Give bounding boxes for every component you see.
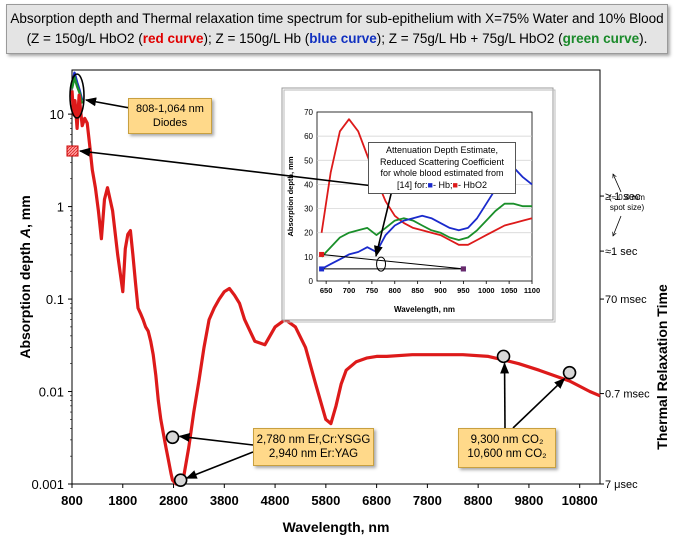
chart-title-line2: (Z = 150g/L HbO2 (red curve); Z = 150g/L… — [7, 29, 667, 49]
inset-note-ref: [14] for: — [397, 179, 428, 190]
co2-9300-marker — [496, 349, 511, 364]
inset-note-line4: [14] for:■- Hb;■- HbO2 — [369, 180, 515, 192]
spot-size-arrow — [613, 215, 622, 236]
er-laser-callout: 2,780 nm Er,Cr:YSGG 2,940 nm Er:YAG — [253, 428, 374, 466]
inset-hbo2-curve — [320, 118, 533, 246]
title-part-d: ). — [639, 31, 648, 46]
diodes-callout-line1: 808-1,064 nm — [136, 103, 204, 115]
inset-y-tick-label: 30 — [304, 205, 313, 214]
inset-note-hbo2: - HbO2 — [457, 179, 487, 190]
y-tick-label: 10 — [50, 107, 64, 122]
y-tick-label: 1 — [57, 200, 64, 215]
title-red-label: red curve — [142, 31, 204, 46]
inset-x-tick-label: 800 — [389, 286, 402, 295]
inset-x-tick-label: 850 — [411, 286, 424, 295]
y-tick-label: 0.01 — [39, 385, 64, 400]
inset-x-tick-label: 750 — [366, 286, 379, 295]
er-yag-arrow — [185, 451, 254, 479]
inset-y-tick-label: 20 — [304, 229, 313, 238]
y2-tick-label: ≈1 sec — [605, 246, 638, 258]
title-blue-label: blue curve — [309, 31, 377, 46]
inset-y-tick-label: 0 — [309, 277, 314, 286]
hbo2-estimate-marker — [319, 251, 325, 257]
x-tick-label: 2800 — [159, 493, 188, 508]
hb-estimate-marker — [319, 266, 325, 272]
inset-note-line2: Reduced Scattering Coefficient — [380, 156, 504, 167]
y2-tick-label: ≥ 1 sec — [605, 191, 641, 203]
diodes-callout: 808-1,064 nm Diodes — [128, 98, 212, 134]
inset-estimate-ellipse — [376, 256, 387, 272]
er-cr-ysgg-marker — [165, 430, 180, 445]
inset-note-hb: - Hb; — [432, 179, 453, 190]
title-part-a: (Z = 150g/L HbO2 ( — [26, 31, 143, 46]
inset-y-tick-label: 50 — [304, 156, 313, 165]
y2-tick-label: 70 msec — [605, 294, 647, 306]
diodes-callout-line2: Diodes — [152, 117, 188, 129]
er-yag-marker — [173, 473, 188, 487]
er-ysgg-arrow — [178, 433, 254, 446]
inset-x-tick-label: 1050 — [501, 286, 518, 295]
inset-x-axis-title: Wavelength, nm — [394, 305, 455, 314]
co2-callout-line2: 10,600 nm CO₂ — [467, 448, 547, 460]
y-tick-label: 0.1 — [46, 292, 64, 307]
x-tick-label: 10800 — [562, 493, 598, 508]
inset-note-line3: for whole blood estimated from — [380, 168, 504, 178]
inset-ellipse-arrow — [374, 189, 393, 258]
co2-10600-marker — [562, 365, 577, 380]
hb-legend-marker: ■ — [427, 179, 433, 190]
x-tick-label: 4800 — [261, 493, 290, 508]
inset-x-tick-label: 1100 — [524, 286, 540, 295]
co2-laser-callout: 9,300 nm CO₂ 10,600 nm CO₂ — [458, 428, 556, 468]
title-green-label: green curve — [562, 31, 640, 46]
inset-mixed-curve — [320, 202, 532, 258]
chart-title-box: Absorption depth and Thermal relaxation … — [6, 4, 668, 54]
inset-shadow — [283, 89, 556, 323]
attenuation-note-box: Attenuation Depth Estimate, Reduced Scat… — [368, 142, 516, 194]
y-axis-title: Absorption depth A, mm — [17, 195, 33, 358]
title-part-c: ); Z = 75g/L Hb + 75g/L HbO2 ( — [376, 31, 563, 46]
spot-size-arrow — [613, 174, 622, 193]
y2-axis-title: Thermal Relaxation Time — [654, 284, 670, 450]
inset-x-tick-label: 1000 — [478, 286, 495, 295]
spot-size-note: (≈ 0.4 mm — [609, 193, 645, 202]
x-tick-label: 800 — [61, 493, 83, 508]
y2-tick-label: 7 μsec — [605, 479, 638, 491]
blood-estimate-marker — [66, 145, 79, 157]
x-tick-label: 1800 — [108, 493, 137, 508]
hbo2-estimate-marker — [460, 266, 466, 272]
y2-tick-label: 0.7 msec — [605, 389, 650, 401]
inset-note-line1: Attenuation Depth Estimate, — [385, 145, 499, 155]
inset-y-tick-label: 40 — [304, 180, 313, 189]
co2-callout-line1: 9,300 nm CO₂ — [470, 434, 544, 446]
inset-y-tick-label: 70 — [304, 108, 313, 117]
inset-x-tick-label: 950 — [457, 286, 470, 295]
diodes-arrow — [84, 97, 131, 109]
inset-x-tick-label: 650 — [320, 286, 333, 295]
diode-range-ellipse — [69, 73, 85, 119]
x-axis-title: Wavelength, nm — [283, 519, 390, 535]
inset-plot-area — [316, 111, 533, 282]
hbo2-legend-marker: ■ — [452, 179, 458, 190]
x-tick-label: 8800 — [464, 493, 493, 508]
blood-estimate-arrow — [78, 147, 383, 188]
inset-x-tick-label: 700 — [343, 286, 356, 295]
hbo2-estimate-line — [321, 253, 464, 270]
title-part-b: ); Z = 150g/L Hb ( — [203, 31, 310, 46]
inset-y-tick-label: 60 — [304, 132, 313, 141]
er-callout-line2: 2,940 nm Er:YAG — [268, 448, 359, 460]
y-tick-label: 0.001 — [31, 477, 64, 492]
x-tick-label: 3800 — [210, 493, 239, 508]
inset-x-tick-label: 900 — [434, 286, 447, 295]
x-tick-label: 5800 — [311, 493, 340, 508]
inset-y-axis-title: Absorption depth, mm — [286, 156, 295, 236]
inset-y-tick-label: 10 — [304, 253, 313, 262]
chart-title-line1: Absorption depth and Thermal relaxation … — [10, 11, 664, 26]
co2-10600-arrow — [512, 377, 566, 429]
spot-size-note: spot size) — [610, 203, 645, 212]
x-tick-label: 9800 — [514, 493, 543, 508]
x-tick-label: 7800 — [413, 493, 442, 508]
x-tick-label: 6800 — [362, 493, 391, 508]
er-callout-line1: 2,780 nm Er,Cr:YSGG — [256, 434, 371, 446]
